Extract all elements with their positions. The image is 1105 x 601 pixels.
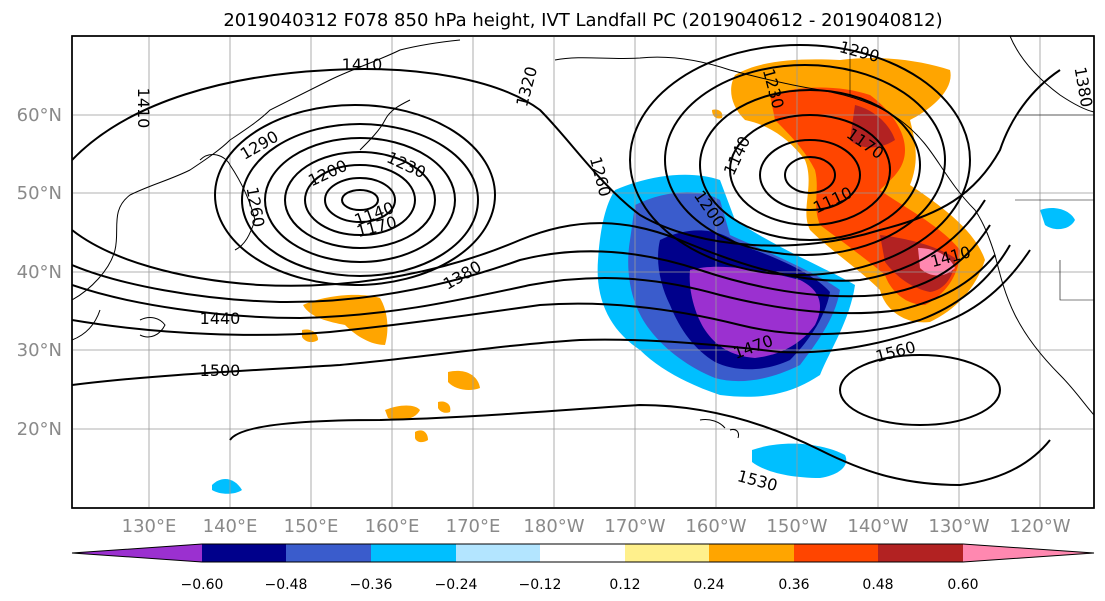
lat-tick-label: 40°N [17,262,62,283]
lon-tick-label: 170°W [604,516,665,537]
lat-axis: 60°N 50°N 40°N 30°N 20°N [17,105,62,440]
map-border [71,35,1095,509]
lon-tick-label: 120°W [1009,516,1070,537]
colorbar-outline [71,543,1095,563]
figure-title: 2019040312 F078 850 hPa height, IVT Land… [223,10,942,31]
ivt-positive-region [302,58,985,443]
colorbar-swatch [709,544,794,562]
lat-tick-label: 30°N [17,340,62,361]
colorbar-tick-label: 0.60 [947,577,978,593]
colorbar-swatch [456,544,540,562]
lon-tick-label: 170°E [446,516,501,537]
lon-axis: 130°E 140°E 150°E 160°E 170°E 180°W 170°… [122,516,1071,537]
lat-tick-label: 50°N [17,183,62,204]
colorbar [71,543,1095,563]
colorbar-swatch [963,544,1094,562]
colorbar-tick-label: −0.12 [519,577,562,593]
contour-label: 1410 [342,55,383,74]
contour-label: 1500 [200,361,241,380]
colorbar-swatch [286,544,371,562]
lat-tick-label: 60°N [17,105,62,126]
lon-tick-label: 140°E [203,516,258,537]
colorbar-tick-label: −0.48 [265,577,308,593]
colorbar-swatch [72,544,202,562]
colorbar-tick-label: −0.36 [350,577,393,593]
lon-tick-label: 150°E [284,516,339,537]
lon-tick-label: 130°W [928,516,989,537]
lon-tick-label: 160°W [685,516,746,537]
coastlines [72,36,1094,439]
colorbar-tick-label: 0.12 [609,577,640,593]
colorbar-swatch [625,544,709,562]
contour-label: 1440 [200,309,241,328]
colorbar-swatch [794,544,878,562]
contour-label: 1410 [134,88,153,129]
colorbar-tick-label: −0.60 [181,577,224,593]
lon-tick-label: 150°W [766,516,827,537]
colorbar-tick-label: 0.36 [778,577,809,593]
colorbar-tick-label: −0.24 [435,577,478,593]
lon-tick-label: 130°E [122,516,177,537]
colorbar-swatch [878,544,963,562]
lon-tick-label: 160°E [365,516,420,537]
height-contours [72,44,1061,487]
lon-tick-label: 180°W [523,516,584,537]
contour-label: 1380 [1071,65,1097,108]
colorbar-swatch [371,544,456,562]
borders [849,36,1094,301]
lat-tick-label: 20°N [17,419,62,440]
colorbar-swatch [540,544,625,562]
colorbar-tick-labels: −0.60 −0.48 −0.36 −0.24 −0.12 0.12 0.24 … [181,577,979,593]
colorbar-tick-label: 0.24 [693,577,724,593]
lon-tick-label: 140°W [847,516,908,537]
colorbar-swatch [202,544,286,562]
colorbar-tick-label: 0.48 [862,577,893,593]
